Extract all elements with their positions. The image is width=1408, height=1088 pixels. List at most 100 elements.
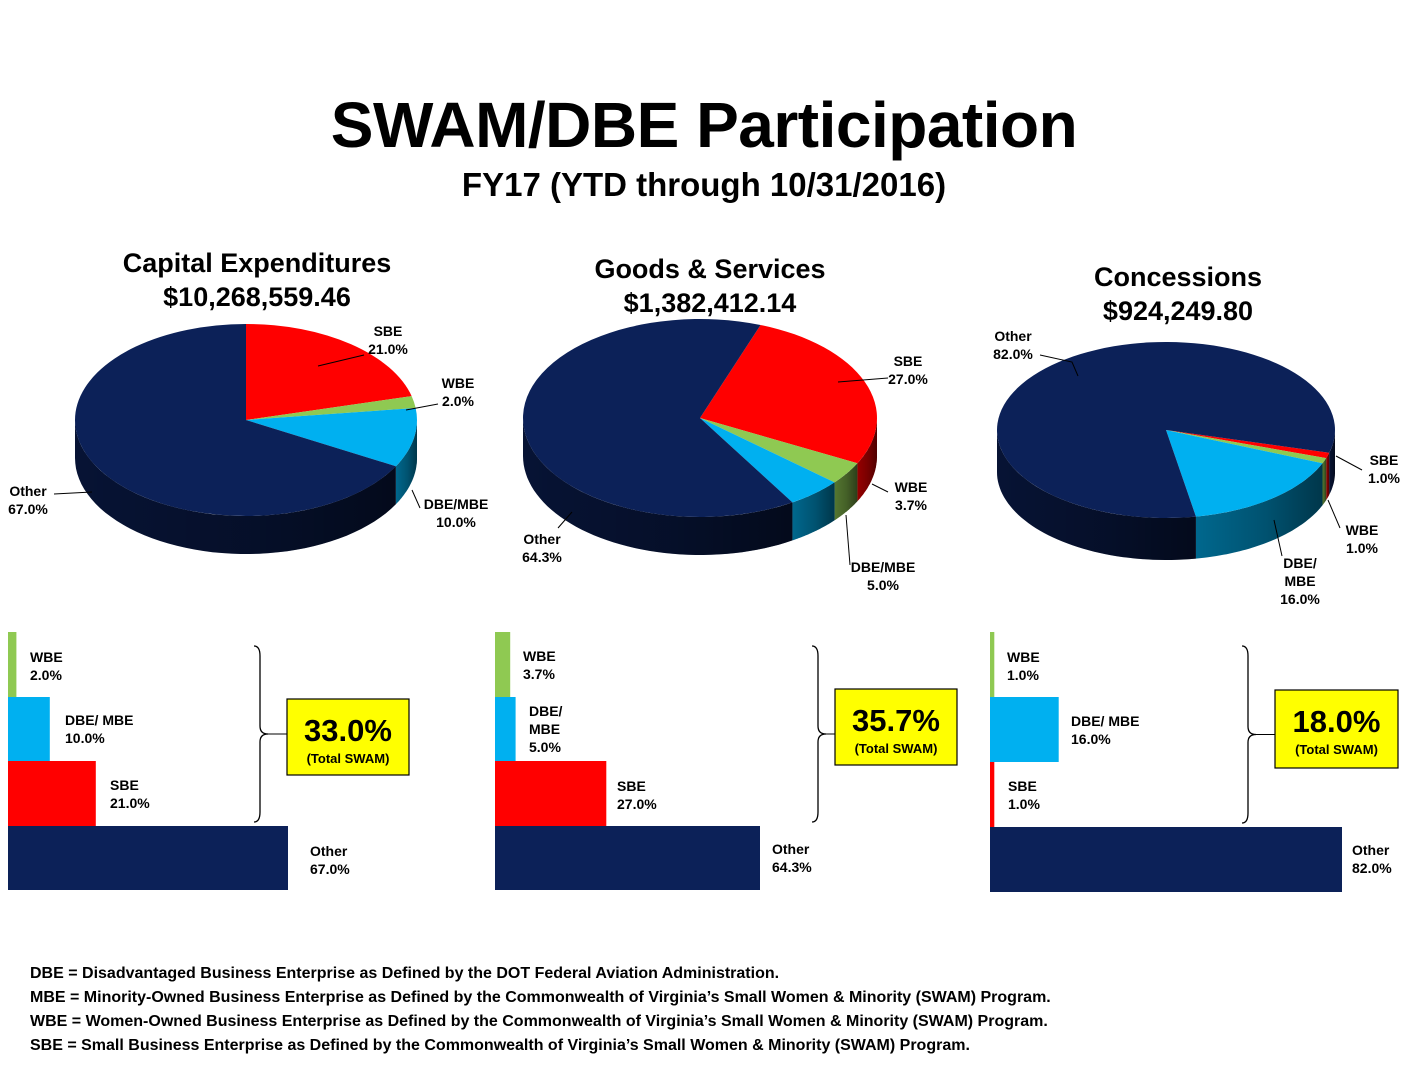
pie-sides xyxy=(523,418,877,555)
pie-side-other-shade xyxy=(997,430,1196,560)
pie-slice-other xyxy=(523,318,793,517)
bar-sbe xyxy=(990,762,995,827)
pie-chart-3: Concessions $924,249.80 SBE 1.0% WBE 1.0% DBE/… xyxy=(993,262,1400,607)
bar-chart-2: WBE 3.7% DBE/MBE 5.0% SBE 27.0% Other 64.3% 35.7… xyxy=(495,632,958,890)
leader-line-wbe xyxy=(871,483,889,493)
pie-slice-dbe-mbe xyxy=(1166,430,1323,517)
bar-sbe xyxy=(495,761,607,826)
leader-line-dbe-mbe xyxy=(1273,519,1283,557)
page-subtitle: FY17 (YTD through 10/31/2016) xyxy=(461,166,947,203)
bar-wbe xyxy=(990,632,995,697)
brace xyxy=(811,645,827,823)
pie-side-sbe-shade xyxy=(1326,452,1330,501)
bar-chart-1: WBE 2.0%DBE/ MBE 10.0% SBE 21.0% Other 67.0% 33… xyxy=(8,632,410,890)
pie-sides xyxy=(75,420,417,554)
leader-line-other xyxy=(557,511,573,529)
leader-line-wbe xyxy=(1327,499,1341,529)
bar-dbe-mbe xyxy=(8,697,50,761)
data-label-dbe-mbe: DBE/MBE 16.0% xyxy=(1280,555,1320,607)
data-label-wbe: WBE 3.7% xyxy=(895,479,928,513)
bar-label-sbe: SBE 27.0% xyxy=(617,778,657,812)
bar-other xyxy=(495,826,760,890)
pie-side-dbe-mbe-shade xyxy=(395,420,417,505)
pie-side-other-shade xyxy=(523,418,793,555)
footnotes: DBE = Disadvantaged Business Enterprise … xyxy=(30,962,1390,1058)
pie-side-dbe-mbe-shade xyxy=(792,482,835,541)
total-swam-value: 35.7% xyxy=(852,703,940,738)
brace xyxy=(253,645,269,823)
pie-side-other-shade xyxy=(1329,430,1335,495)
leader-line-sbe xyxy=(837,377,889,383)
bar-label-sbe: SBE 21.0% xyxy=(110,777,150,811)
pie-slices xyxy=(997,342,1336,519)
data-label-other: Other 82.0% xyxy=(993,328,1033,362)
bar-chart-3: WBE 1.0% DBE/ MBE 16.0% SBE 1.0% Other 82.0% 18.… xyxy=(990,632,1399,892)
pie-side-dbe-mbe-shade xyxy=(1195,463,1323,559)
bar-other xyxy=(8,826,288,890)
total-swam-label: (Total SWAM) xyxy=(1295,742,1378,757)
bar-label-other: Other 67.0% xyxy=(310,843,350,877)
pie-slice-wbe xyxy=(246,396,416,420)
bar-label-wbe: WBE 2.0% xyxy=(30,649,63,683)
data-label-sbe: SBE 21.0% xyxy=(368,323,408,357)
bar-label-wbe: WBE 1.0% xyxy=(1007,649,1040,683)
total-swam-value: 18.0% xyxy=(1293,704,1381,739)
pie-slices xyxy=(75,324,417,516)
data-label-wbe: WBE 2.0% xyxy=(442,375,475,409)
data-label-other: Other 64.3% xyxy=(522,531,562,565)
pie-side-sbe-shade xyxy=(857,418,877,502)
leader-line-dbe-mbe xyxy=(845,514,851,566)
bar-other xyxy=(990,827,1342,892)
footnote-mbe: MBE = Minority-Owned Business Enterprise… xyxy=(30,989,1051,1006)
bar-label-dbe-mbe: DBE/ MBE 10.0% xyxy=(65,712,133,746)
bar-label-dbe-mbe: DBE/MBE 5.0% xyxy=(529,703,563,755)
footnote-dbe: DBE = Disadvantaged Business Enterprise … xyxy=(30,965,780,982)
data-label-dbe-mbe: DBE/MBE 10.0% xyxy=(424,496,489,530)
footnote-wbe: WBE = Women-Owned Business Enterprise as… xyxy=(30,1013,1048,1030)
bar-label-wbe: WBE 3.7% xyxy=(523,648,556,682)
pie-amount: $1,382,412.14 xyxy=(624,288,797,318)
pie-slices xyxy=(523,318,878,517)
pie-sides xyxy=(997,430,1335,560)
bar-label-other: Other 82.0% xyxy=(1352,842,1392,876)
pie-slice-sbe xyxy=(700,324,878,464)
pie-side-other-shade xyxy=(75,420,396,554)
pie-slice-other xyxy=(75,324,396,516)
pie-chart-2: Goods & Services $1,382,412.14 SBE 27.0% WBE… xyxy=(522,254,928,593)
total-swam-box xyxy=(1274,689,1399,769)
pie-amount: $10,268,559.46 xyxy=(163,282,351,312)
bar-sbe xyxy=(8,761,96,826)
pie-side-wbe-shade xyxy=(834,463,858,521)
bar-dbe-mbe xyxy=(495,697,516,761)
pie-slice-sbe xyxy=(246,324,412,420)
footnote-sbe: SBE = Small Business Enterprise as Defin… xyxy=(30,1037,970,1054)
leader-line-wbe xyxy=(405,403,439,411)
total-swam-label: (Total SWAM) xyxy=(307,751,390,766)
brace xyxy=(1241,645,1257,824)
bar-wbe xyxy=(8,632,17,697)
pie-title: Concessions xyxy=(1094,262,1262,292)
pie-title: Goods & Services xyxy=(594,254,825,284)
pie-slice-sbe xyxy=(1166,430,1330,459)
pie-slice-dbe-mbe xyxy=(246,407,417,467)
bar-label-sbe: SBE 1.0% xyxy=(1008,778,1040,812)
leader-line-dbe-mbe xyxy=(411,489,421,509)
pie-chart-1: Capital Expenditures $10,268,559.46 SBE 21.… xyxy=(8,248,488,554)
bar-wbe xyxy=(495,632,511,697)
total-swam-label: (Total SWAM) xyxy=(855,741,938,756)
pie-slice-wbe xyxy=(700,418,858,483)
leader-line-other xyxy=(53,491,93,495)
pie-title: Capital Expenditures xyxy=(123,248,392,278)
page-title: SWAM/DBE Participation xyxy=(330,89,1078,161)
pie-slice-wbe xyxy=(1166,430,1327,464)
data-label-sbe: SBE 27.0% xyxy=(888,353,928,387)
data-label-other: Other 67.0% xyxy=(8,483,48,517)
pie-side-wbe-shade xyxy=(1322,458,1327,506)
total-swam-box xyxy=(834,688,958,766)
bar-dbe-mbe xyxy=(990,697,1059,762)
data-label-dbe-mbe: DBE/MBE 5.0% xyxy=(851,559,916,593)
total-swam-value: 33.0% xyxy=(304,713,392,748)
pie-amount: $924,249.80 xyxy=(1103,296,1253,326)
total-swam-box xyxy=(286,698,410,776)
